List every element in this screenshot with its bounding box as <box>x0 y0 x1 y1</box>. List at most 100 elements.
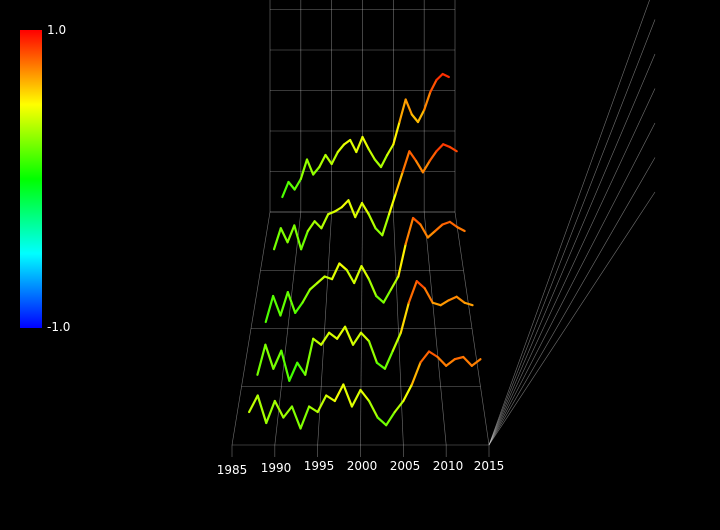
series-segment <box>401 150 411 174</box>
series-segment <box>354 201 364 219</box>
series-segment <box>325 394 336 403</box>
series-segment <box>308 281 319 291</box>
series-segment <box>429 78 438 94</box>
series-segment <box>305 158 315 176</box>
x-tick-labels: 1985 1990 1995 2000 2005 2010 2015 <box>217 459 505 477</box>
series-segment <box>419 223 429 239</box>
series-segment <box>300 229 309 251</box>
grid-side-line <box>488 122 656 446</box>
series-segment <box>385 410 396 427</box>
series-segment <box>392 120 401 146</box>
x-tick-label: 1995 <box>304 459 335 473</box>
series-segment <box>431 301 442 307</box>
series-segment <box>410 361 422 386</box>
series-segment <box>408 150 418 163</box>
series-segment <box>316 394 328 414</box>
grid-side-line <box>488 0 650 446</box>
series-segment <box>294 301 304 314</box>
series-segment <box>374 227 384 237</box>
series-segment <box>375 294 385 304</box>
series-segment <box>256 343 267 376</box>
grid-side-line <box>488 191 656 446</box>
series-segment <box>296 361 307 376</box>
series-segment <box>415 280 426 290</box>
series-segment <box>376 416 388 427</box>
series-segment <box>304 337 315 376</box>
series-line <box>264 216 466 324</box>
series-segment <box>410 113 420 124</box>
series-segment <box>288 361 299 382</box>
x-tick-label: 1985 <box>217 463 248 477</box>
series-segment <box>323 275 334 281</box>
series-segment <box>455 295 466 304</box>
series-segment <box>359 331 371 343</box>
x-tick-label: 1990 <box>261 461 292 475</box>
series-segment <box>367 399 379 419</box>
series-segment <box>427 350 439 359</box>
series-segment <box>320 213 330 230</box>
series-segment <box>407 280 418 304</box>
series-segment <box>379 153 389 169</box>
x-tick-label: 2015 <box>474 459 505 473</box>
series-segment <box>421 159 431 174</box>
series-segment <box>448 145 458 153</box>
series-segment <box>264 294 275 324</box>
series-segment <box>367 278 378 298</box>
series-segment <box>313 220 323 230</box>
series-segment <box>404 216 415 246</box>
series-segment <box>281 180 290 199</box>
series-segment <box>272 227 282 251</box>
series-segment <box>441 220 451 226</box>
series-segment <box>333 383 345 403</box>
series-segment <box>290 405 302 430</box>
series-segment <box>367 213 377 230</box>
series-segment <box>435 143 445 153</box>
series-segment <box>324 153 333 166</box>
color-bar-gradient <box>20 30 42 328</box>
series-line <box>256 280 474 382</box>
series-segment <box>342 383 354 408</box>
series-segment <box>349 138 358 154</box>
series-segment <box>423 287 434 304</box>
series-segment <box>434 223 444 233</box>
series-segment <box>386 143 395 157</box>
series-segment <box>383 349 394 370</box>
series-segment <box>306 220 316 233</box>
series-segment <box>287 180 296 191</box>
series-segment <box>293 224 303 251</box>
series-segment <box>416 108 426 124</box>
series-segment <box>393 399 405 414</box>
series-segment <box>299 405 311 430</box>
series-segment <box>333 206 343 213</box>
series-segment <box>397 242 407 278</box>
series-segment <box>399 301 410 334</box>
series-segment <box>338 262 348 272</box>
series-segment <box>411 216 422 226</box>
series-segment <box>355 135 364 154</box>
x-tick-label: 2005 <box>390 459 421 473</box>
series-segment <box>330 262 341 281</box>
series-segment <box>343 325 355 346</box>
x-tick-label: 2000 <box>347 459 378 473</box>
series-segment <box>272 349 283 370</box>
series-segment <box>436 355 448 367</box>
series-segment <box>367 147 376 161</box>
series-segment <box>299 158 309 181</box>
series-segment <box>402 383 413 403</box>
series-segment <box>279 227 289 244</box>
series-segment <box>312 337 323 346</box>
series-segment <box>470 358 482 367</box>
series-segment <box>293 177 302 191</box>
series-line <box>248 350 482 430</box>
series-segment <box>279 291 289 317</box>
series-segment <box>442 143 452 149</box>
series-segment <box>391 331 402 352</box>
series-segment <box>318 153 327 169</box>
series-segment <box>312 165 321 176</box>
series-segment <box>320 331 331 346</box>
series-segment <box>336 325 347 340</box>
grid-side-line <box>488 157 656 446</box>
series-segment <box>328 331 339 340</box>
series-segment <box>256 394 268 425</box>
